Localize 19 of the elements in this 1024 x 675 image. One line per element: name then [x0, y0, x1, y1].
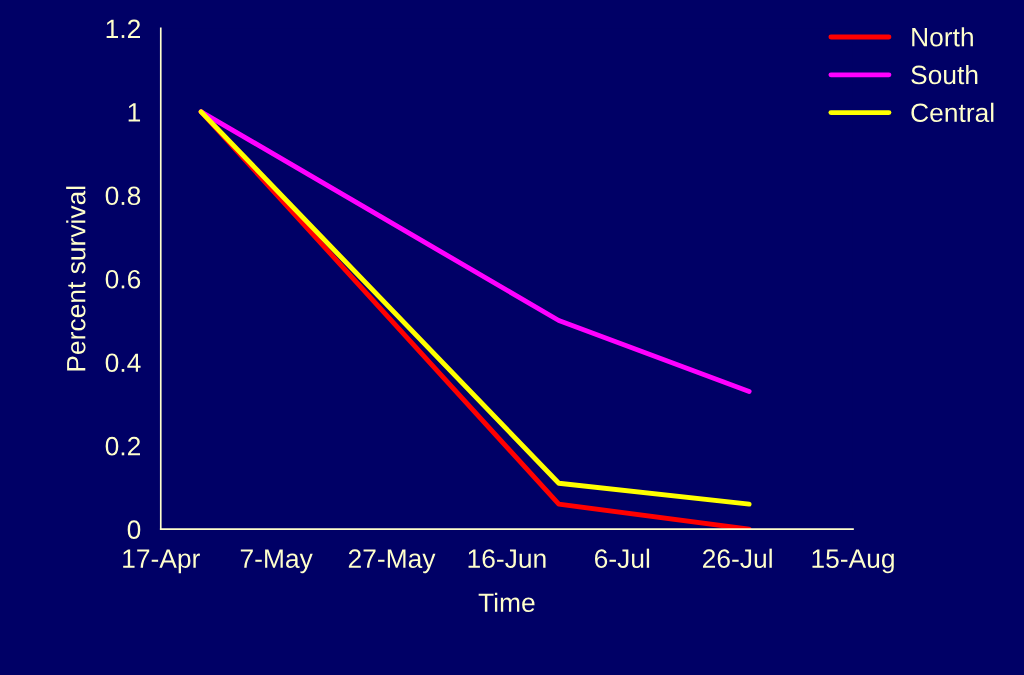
x-tick-label: 7-May	[240, 549, 313, 574]
y-tick-label: 1	[128, 103, 141, 122]
legend-label: North	[912, 27, 973, 47]
legend-label: South	[911, 64, 978, 85]
x-tick-label: 15-Aug	[812, 549, 894, 574]
x-tick-label: 16-Jun	[468, 549, 546, 569]
y-tick-label: 0.8	[105, 186, 141, 206]
y-tick-label: 0.4	[105, 353, 141, 373]
x-tick-label: 17-Apr	[123, 549, 200, 574]
y-tick-label: 0	[127, 520, 141, 540]
y-tick-label: 0.2	[105, 436, 140, 456]
x-axis-title: Time	[478, 592, 535, 613]
legend-label: Central	[911, 102, 994, 123]
x-tick-label: 26-Jul	[703, 548, 772, 569]
y-tick-label: 1.2	[106, 19, 140, 38]
x-tick-label: 27-May	[348, 549, 436, 574]
y-tick-label: 0.6	[105, 269, 141, 289]
y-axis-title: Percent survival	[66, 186, 86, 371]
x-tick-label: 6-Jul	[594, 548, 650, 569]
